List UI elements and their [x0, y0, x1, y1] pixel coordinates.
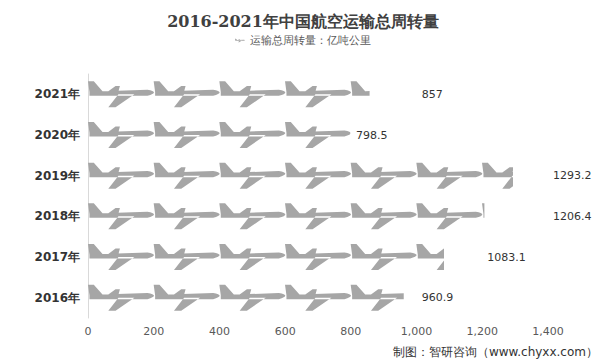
svg-text:2016年: 2016年: [35, 291, 80, 305]
svg-text:1,000: 1,000: [401, 325, 433, 338]
svg-text:2019年: 2019年: [35, 169, 80, 183]
svg-text:2021年: 2021年: [35, 87, 80, 101]
svg-text:1,200: 1,200: [467, 325, 499, 338]
svg-text:2020年: 2020年: [35, 128, 80, 142]
svg-text:1206.4: 1206.4: [553, 210, 592, 223]
svg-text:0: 0: [85, 325, 92, 338]
svg-text:制图：智研咨询（www.chyxx.com）: 制图：智研咨询（www.chyxx.com）: [393, 345, 598, 359]
svg-text:1,400: 1,400: [532, 325, 564, 338]
svg-text:798.5: 798.5: [356, 129, 388, 142]
svg-text:200: 200: [143, 325, 164, 338]
svg-text:600: 600: [275, 325, 296, 338]
svg-text:2018年: 2018年: [35, 209, 80, 223]
svg-text:400: 400: [209, 325, 230, 338]
svg-text:1083.1: 1083.1: [487, 251, 526, 264]
svg-text:2016-2021年中国航空运输总周转量: 2016-2021年中国航空运输总周转量: [167, 12, 439, 31]
svg-text:1293.2: 1293.2: [553, 169, 592, 182]
svg-text:857: 857: [422, 88, 443, 101]
svg-text:800: 800: [340, 325, 361, 338]
svg-text:2017年: 2017年: [35, 250, 80, 264]
svg-text:960.9: 960.9: [422, 291, 454, 304]
svg-text:运输总周转量：亿吨公里: 运输总周转量：亿吨公里: [250, 34, 371, 47]
